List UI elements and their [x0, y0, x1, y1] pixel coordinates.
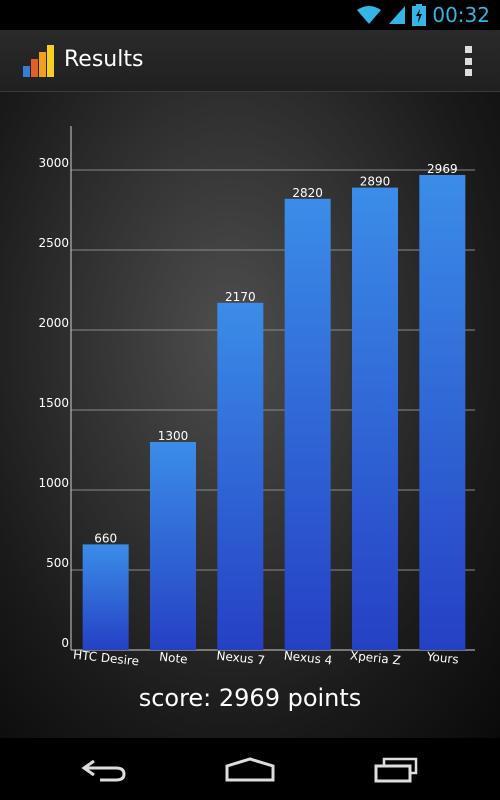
results-bar-chart: 0 500 1000 1500 2000 2500 3000 660 HTC Desire 130… [38, 126, 475, 669]
battery-charging-icon [412, 4, 427, 26]
y-tick-label: 3000 [38, 156, 69, 170]
bar-value-label: 660 [94, 531, 117, 545]
y-tick-label: 2500 [38, 236, 69, 250]
chart-bar [217, 302, 264, 650]
status-time: 00:32 [432, 3, 490, 27]
action-bar: Results [0, 30, 500, 92]
chart-bar [284, 198, 331, 651]
bar-value-label: 2170 [225, 290, 256, 304]
back-button[interactable] [72, 750, 136, 790]
x-category-label: Nexus 7 [216, 649, 266, 668]
chart-bar [82, 544, 129, 650]
overflow-menu-icon[interactable] [462, 46, 474, 76]
status-bar: 00:32 [0, 0, 500, 30]
recent-apps-button[interactable] [364, 750, 428, 790]
bar-value-label: 2820 [292, 186, 323, 200]
x-category-label: Yours [425, 649, 459, 666]
recent-apps-icon [374, 757, 418, 783]
x-category-label: HTC Desire [72, 648, 139, 669]
page-title: Results [64, 47, 144, 72]
y-tick-label: 1500 [38, 396, 69, 410]
x-category-label: Nexus 4 [283, 649, 333, 668]
x-category-label: Xperia Z [349, 648, 401, 667]
chart-bar [419, 174, 466, 650]
y-tick-label: 2000 [38, 316, 69, 330]
home-icon [225, 757, 275, 782]
wifi-icon [357, 6, 382, 24]
score-text: score: 2969 points [138, 684, 362, 712]
x-category-label: Note [159, 650, 189, 667]
chart-bar [352, 187, 398, 650]
y-tick-label: 500 [46, 556, 69, 570]
y-tick-label: 0 [61, 636, 69, 650]
back-icon [81, 759, 126, 782]
bar-chart-logo-icon[interactable] [22, 44, 56, 78]
navigation-bar [0, 738, 500, 800]
home-button[interactable] [218, 750, 282, 790]
results-content: 0 500 1000 1500 2000 2500 3000 660 HTC Desire 130… [0, 92, 500, 738]
bar-value-label: 1300 [158, 429, 189, 443]
signal-icon [389, 6, 406, 24]
y-tick-label: 1000 [38, 476, 69, 490]
status-icons: 00:32 [356, 0, 490, 30]
chart-bar [150, 442, 196, 650]
bar-value-label: 2969 [427, 162, 458, 176]
bar-value-label: 2890 [360, 175, 391, 189]
